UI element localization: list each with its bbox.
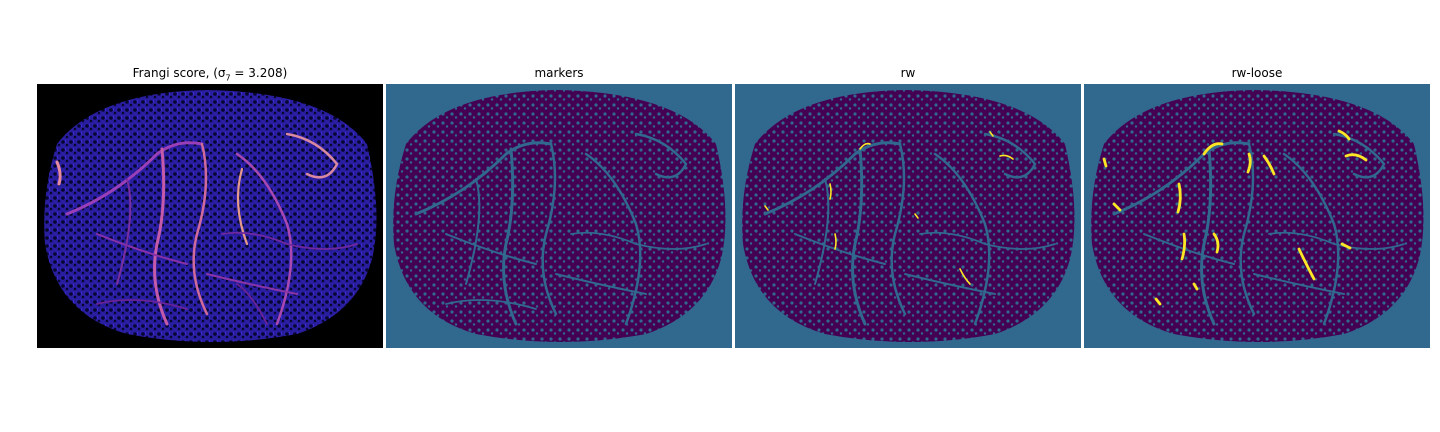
rw-svg [735,84,1081,348]
frangi-score-svg [37,84,383,348]
markers-panel-title: markers [386,66,732,80]
frangi-score-image [37,84,383,348]
rw-image [735,84,1081,348]
frangi-panel-title: Frangi score, (σ7 = 3.208) [37,66,383,82]
rw-loose-image [1084,84,1430,348]
rw-loose-svg [1084,84,1430,348]
markers-svg [386,84,732,348]
markers-image [386,84,732,348]
rw-panel-title: rw [735,66,1081,80]
rw-loose-panel-title: rw-loose [1084,66,1430,80]
